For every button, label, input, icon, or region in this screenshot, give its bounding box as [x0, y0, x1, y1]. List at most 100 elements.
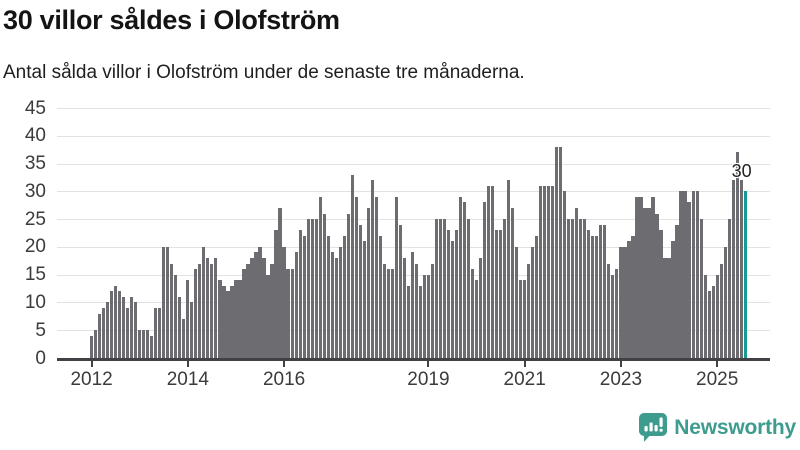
- bar: [723, 246, 727, 358]
- bar: [543, 185, 547, 358]
- bar: [134, 302, 138, 358]
- bar: [94, 330, 98, 358]
- bar: [587, 230, 591, 358]
- bar: [178, 296, 182, 358]
- bar: [286, 269, 290, 358]
- bar: [631, 235, 635, 358]
- bar: [571, 219, 575, 358]
- bar: [138, 330, 142, 358]
- bar: [98, 313, 102, 358]
- y-tick-label: 40: [24, 125, 46, 147]
- x-tick-mark: [523, 360, 526, 367]
- bar: [607, 263, 611, 358]
- x-tick-label: 2012: [70, 369, 113, 390]
- bar: [334, 258, 338, 358]
- bar: [250, 258, 254, 358]
- bar: [410, 252, 414, 358]
- x-tick-label: 2021: [503, 369, 546, 390]
- chart-subtitle: Antal sålda villor i Olofström under de …: [3, 62, 525, 83]
- x-tick-label: 2019: [407, 369, 450, 390]
- bar: [234, 280, 238, 358]
- bar: [446, 230, 451, 358]
- bar: [362, 241, 366, 358]
- bar: [358, 224, 362, 358]
- bar: [394, 196, 398, 358]
- bar: [719, 263, 723, 358]
- bar: [691, 191, 695, 358]
- bar: [474, 280, 479, 358]
- bar: [278, 208, 282, 358]
- bar: [575, 208, 579, 358]
- bar: [454, 230, 459, 358]
- bar: [238, 280, 242, 358]
- bar: [386, 269, 390, 358]
- bar: [495, 230, 499, 358]
- bar: [406, 285, 410, 358]
- bar: [290, 269, 294, 358]
- bar: [663, 258, 667, 358]
- bar: [110, 291, 114, 358]
- bar: [182, 319, 186, 358]
- bar: [671, 241, 675, 358]
- highlight-bar: [743, 191, 747, 358]
- highlight-value-label: 30: [731, 161, 752, 181]
- newsworthy-logo: Newsworthy: [639, 413, 796, 443]
- bar: [258, 246, 262, 358]
- bar: [418, 285, 422, 358]
- y-tick-label: 25: [24, 208, 46, 230]
- bar: [442, 219, 447, 358]
- bar: [190, 302, 194, 358]
- bar: [683, 191, 687, 358]
- bar: [555, 146, 559, 358]
- bar: [314, 219, 318, 358]
- bar: [330, 252, 334, 358]
- bar: [515, 246, 519, 358]
- bar: [230, 285, 234, 358]
- bar: [130, 296, 134, 358]
- bar: [206, 258, 210, 358]
- bar: [466, 219, 471, 358]
- bar: [547, 185, 551, 358]
- bar: [559, 146, 563, 358]
- bar: [615, 269, 619, 358]
- bar: [438, 219, 443, 358]
- bar: [154, 308, 158, 358]
- bar: [458, 196, 463, 358]
- bar: [675, 224, 679, 358]
- bar: [711, 285, 715, 358]
- bar: [298, 230, 302, 358]
- bar: [398, 224, 402, 358]
- bar: [202, 246, 206, 358]
- bar: [318, 196, 322, 358]
- bar: [390, 269, 394, 358]
- bar: [727, 219, 731, 358]
- bar: [114, 285, 118, 358]
- bar: [667, 258, 671, 358]
- bar: [430, 263, 435, 358]
- bar: [218, 280, 222, 358]
- bar: [402, 258, 406, 358]
- x-axis-line: [57, 358, 770, 361]
- bar: [707, 291, 711, 358]
- bar: [346, 213, 350, 358]
- bar: [523, 280, 527, 358]
- bar: [294, 252, 298, 358]
- gridline: [57, 108, 770, 109]
- bar: [735, 152, 739, 358]
- bar: [603, 224, 607, 358]
- y-tick-label: 0: [35, 347, 46, 369]
- x-tick-label: 2023: [599, 369, 643, 390]
- bar: [687, 202, 691, 358]
- bar: [226, 291, 230, 358]
- bar: [222, 285, 226, 358]
- bar: [699, 219, 703, 358]
- x-tick-label: 2014: [166, 369, 209, 390]
- y-tick-label: 10: [24, 291, 46, 313]
- bar: [695, 191, 699, 358]
- bar: [426, 274, 431, 358]
- bar: [326, 235, 330, 358]
- y-tick-label: 30: [24, 180, 46, 202]
- bar: [322, 213, 326, 358]
- bar: [366, 208, 370, 358]
